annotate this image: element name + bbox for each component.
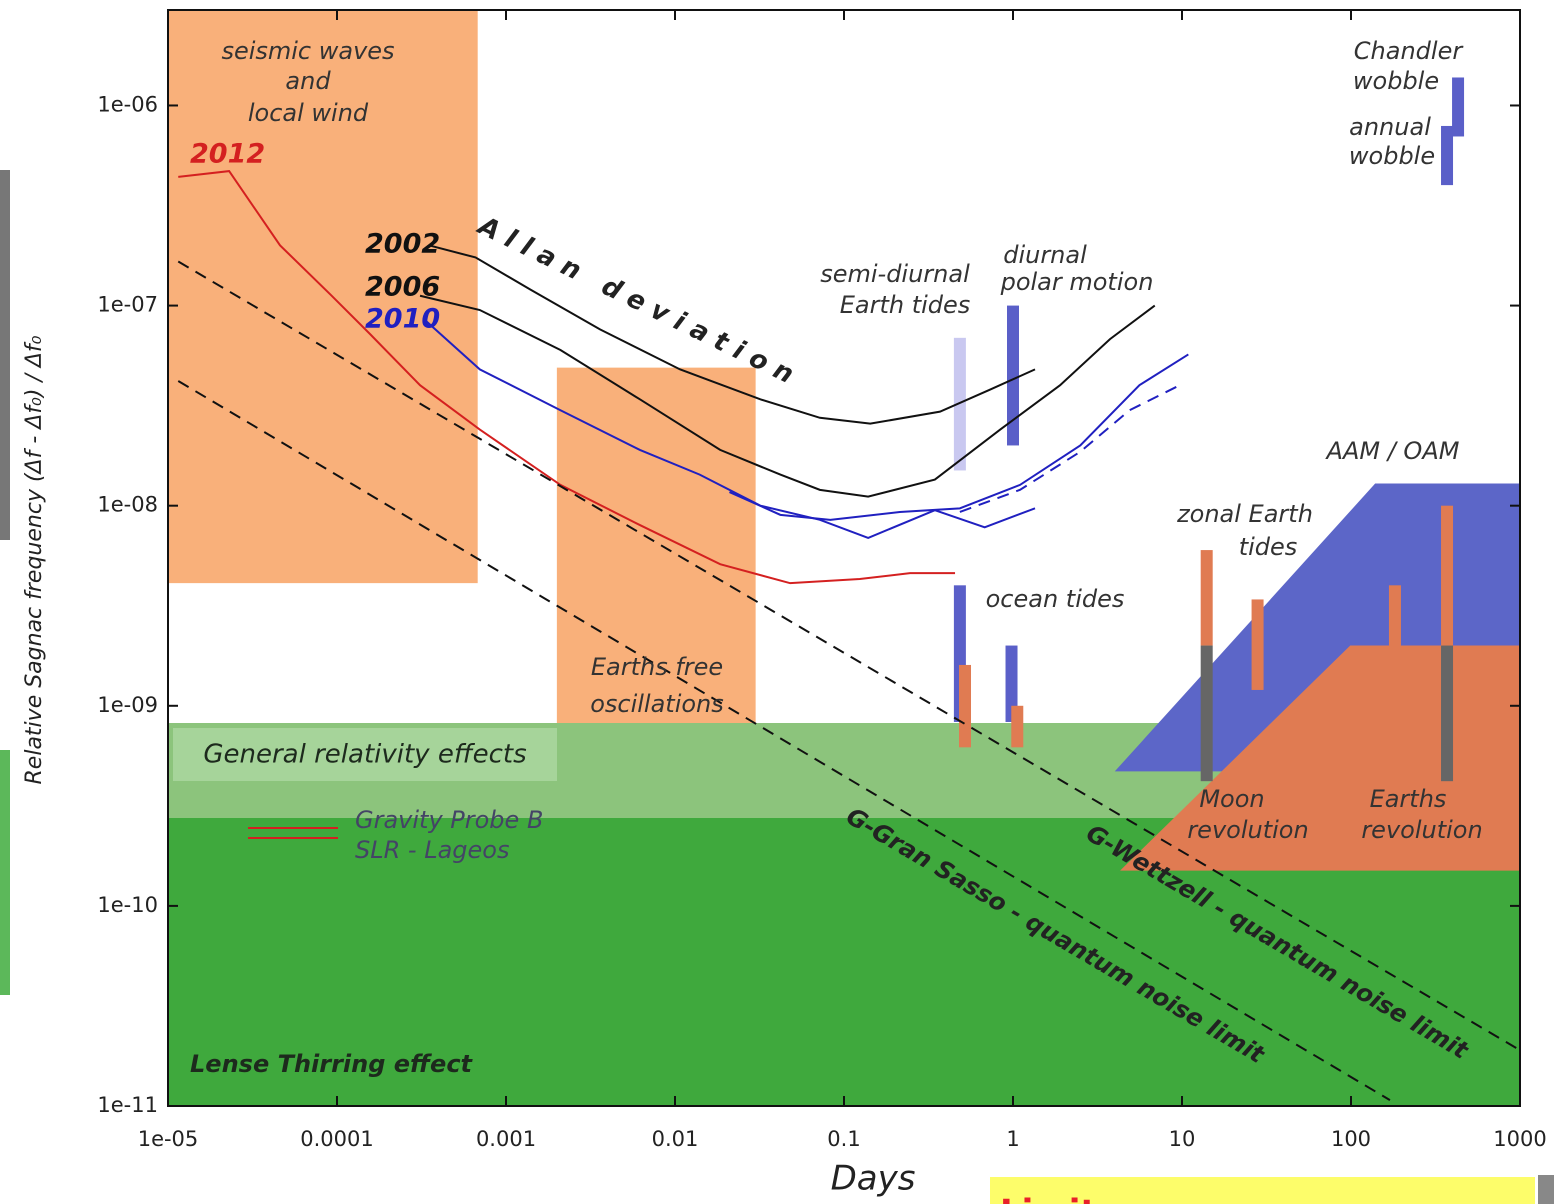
note-edge [1538,1175,1554,1204]
annotation: revolution [1361,816,1482,844]
range-bar [1441,506,1453,646]
y-tick-label: 1e-06 [97,92,158,116]
annotation: Earth tides [840,291,971,319]
annotation: local wind [248,99,369,127]
chart: 1e-05 0.0001 0.001 0.01 0.1 1 10 100 1000 1e-11 1e… [0,0,1554,1204]
annotation: wobble [1349,142,1435,170]
y-tick-label: 1e-11 [97,1093,158,1117]
annotation: Earths free [591,653,723,681]
annotation: Chandler [1354,37,1465,65]
x-tick-label: 0.1 [827,1127,860,1151]
series-label: 2002 [365,229,440,260]
annotation: oscillations [590,690,724,718]
annotation: seismic waves [221,37,394,65]
range-bar [1252,599,1264,690]
annotation: SLR - Lageos [355,836,509,864]
x-tick-label: 1e-05 [138,1127,199,1151]
annotation: Lense Thirring effect [190,1050,474,1078]
annotation: zonal Earth [1176,500,1313,528]
annotation: AAM / OAM [1325,437,1460,465]
annotation: annual [1349,113,1431,141]
range-bar [1441,126,1453,185]
range-bar [1441,646,1453,782]
y-tick-label: 1e-10 [97,893,158,917]
annotation: tides [1239,533,1298,561]
range-bar [1389,585,1401,645]
x-tick-label: 0.001 [476,1127,536,1151]
y-axis-label: Relative Sagnac frequency (Δf - Δf₀) / Δ… [22,335,47,784]
annotation: wobble [1353,67,1439,95]
x-tick-label: 1000 [1493,1127,1546,1151]
range-bar [1452,77,1464,136]
series-line [420,296,1155,497]
range-bar [1201,646,1213,782]
note: Limit [1000,1193,1097,1204]
annotation: ocean tides [986,585,1125,613]
range-bar [1011,706,1023,748]
x-tick-label: 0.0001 [300,1127,373,1151]
annotation: Earths [1370,785,1447,813]
x-tick-label: 0.01 [652,1127,699,1151]
annotation: General relativity effects [203,740,526,770]
annotation: Moon [1199,785,1264,813]
range-bar [959,665,971,747]
x-axis-label: Days [831,1159,916,1199]
series-label: 2006 [365,272,440,303]
y-tick-label: 1e-09 [97,693,158,717]
series-line [960,385,1180,512]
series-label: 2012 [190,139,265,170]
x-tick-label: 10 [1169,1127,1196,1151]
annotation: semi-diurnal [820,260,970,288]
photo-edge [0,750,10,995]
annotation: Allan deviation [472,210,806,394]
annotation: revolution [1187,816,1308,844]
annotation: polar motion [1000,268,1154,296]
range-bar [1201,550,1213,645]
y-tick-label: 1e-08 [97,493,158,517]
x-tick-label: 100 [1331,1127,1371,1151]
series-label: 2010 [365,304,440,335]
annotation: Gravity Probe B [355,806,543,834]
photo-edge [0,170,10,540]
annotation: and [285,67,331,95]
annotation: diurnal [1003,241,1087,269]
y-tick-label: 1e-07 [97,293,158,317]
x-tick-label: 1 [1006,1127,1019,1151]
